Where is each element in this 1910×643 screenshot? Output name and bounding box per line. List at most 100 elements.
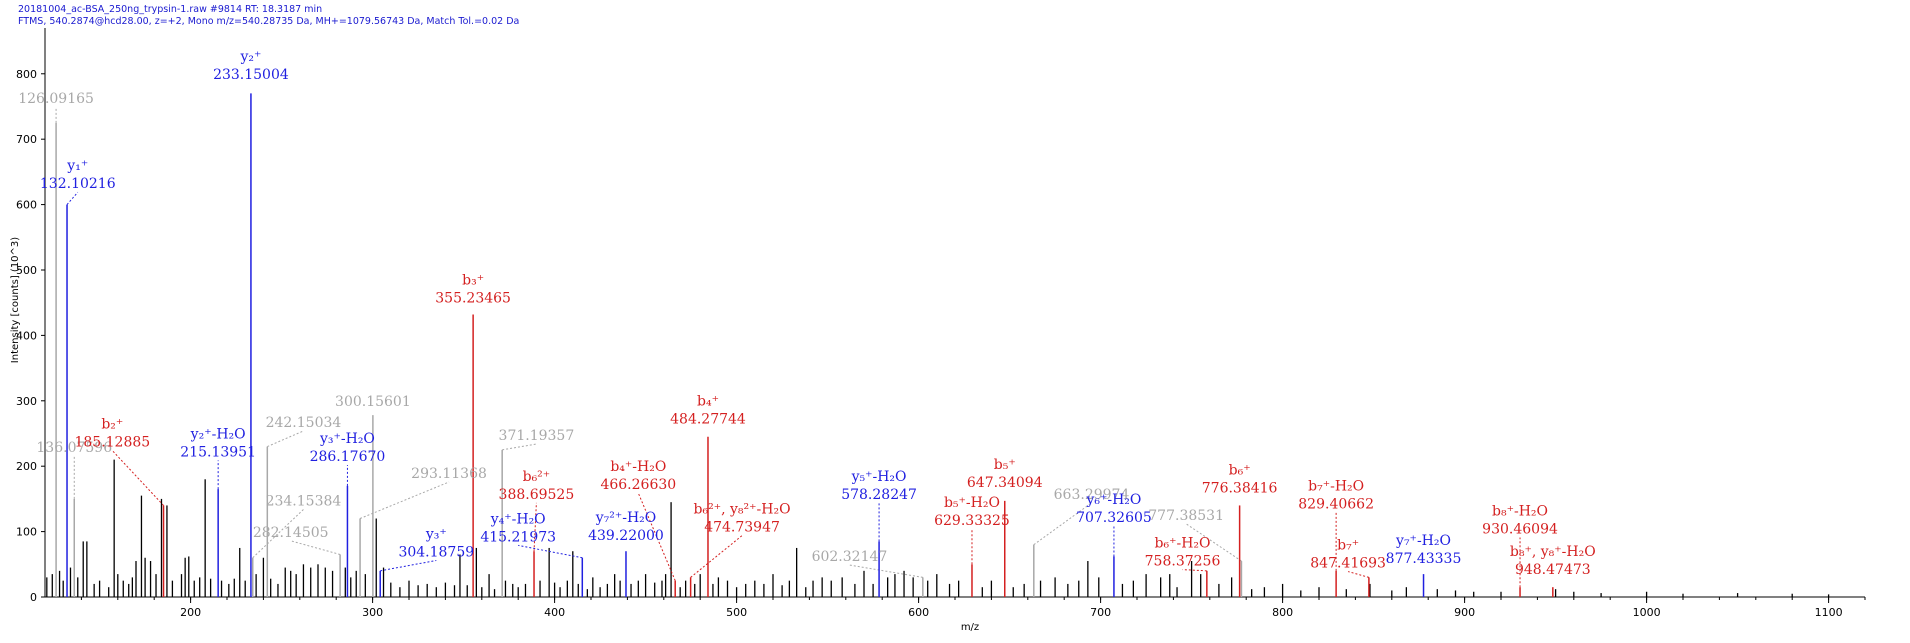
annotation-leader xyxy=(380,559,437,572)
ion-label: b₈⁺, y₈⁺-H₂O xyxy=(1510,544,1596,560)
mz-label: 355.23465 xyxy=(435,291,511,307)
ion-label: b₆²⁺ xyxy=(523,469,551,485)
mz-label: 707.32605 xyxy=(1076,510,1152,526)
x-tick-label: 500 xyxy=(726,606,747,619)
annotation-leader xyxy=(111,450,164,506)
y-tick-label: 600 xyxy=(16,199,37,212)
ion-label: b₇⁺-H₂O xyxy=(1308,479,1364,495)
annotation-leader xyxy=(690,535,743,578)
mz-label: 136.07596 xyxy=(36,440,112,456)
mz-label: 847.41693 xyxy=(1310,556,1386,572)
mz-label: 484.27744 xyxy=(670,412,746,428)
mz-label: 388.69525 xyxy=(499,487,575,503)
spectrum-file-info: 20181004_ac-BSA_250ng_trypsin-1.raw #981… xyxy=(18,4,323,15)
mz-label: 304.18759 xyxy=(398,544,474,560)
ion-label: b₄⁺ xyxy=(697,394,719,410)
mz-label: 663.29974 xyxy=(1054,487,1130,503)
annotation-leader xyxy=(290,540,341,555)
annotation-leader xyxy=(1182,569,1207,572)
mz-label: 233.15004 xyxy=(213,67,289,83)
x-tick-label: 600 xyxy=(908,606,929,619)
y-axis-label: Intensity [counts] (10^3) xyxy=(10,237,21,363)
x-tick-label: 700 xyxy=(1090,606,1111,619)
ion-label: b₃⁺ xyxy=(462,273,484,289)
mz-label: 293.11368 xyxy=(411,466,487,482)
mz-label: 647.34094 xyxy=(967,475,1043,491)
mz-label: 578.28247 xyxy=(841,487,917,503)
mz-label: 415.21973 xyxy=(480,529,556,545)
ion-label: y₁⁺ xyxy=(66,158,88,174)
y-tick-label: 700 xyxy=(16,133,37,146)
mz-label: 930.46094 xyxy=(1482,522,1558,538)
mz-label: 286.17670 xyxy=(310,449,386,465)
mz-label: 877.43335 xyxy=(1386,551,1462,567)
ion-label: b₄⁺-H₂O xyxy=(610,459,666,475)
x-tick-label: 300 xyxy=(362,606,383,619)
y-tick-label: 300 xyxy=(16,395,37,408)
x-tick-label: 1000 xyxy=(1633,606,1661,619)
mz-label: 242.15034 xyxy=(266,415,342,431)
x-tick-label: 400 xyxy=(544,606,565,619)
mz-label: 439.22000 xyxy=(588,528,664,544)
annotation-leader xyxy=(533,502,537,552)
mz-label: 474.73947 xyxy=(704,520,780,536)
x-tick-label: 1100 xyxy=(1815,606,1843,619)
ion-label: y₃⁺ xyxy=(425,526,447,542)
ion-label: b₅⁺ xyxy=(994,457,1016,473)
mz-label: 777.38531 xyxy=(1148,508,1224,524)
mz-label: 234.15384 xyxy=(266,493,342,509)
annotation-leader xyxy=(66,191,79,205)
mz-label: 132.10216 xyxy=(40,176,116,192)
annotation-leader xyxy=(1185,523,1242,562)
mz-label: 758.37256 xyxy=(1145,554,1221,570)
ion-label: y₆⁺-H₂O xyxy=(1085,492,1141,508)
x-tick-label: 900 xyxy=(1454,606,1475,619)
ion-label: y₇²⁺-H₂O xyxy=(595,510,657,526)
annotation-leader xyxy=(849,564,923,578)
ion-label: y₂⁺-H₂O xyxy=(190,426,246,442)
y-tick-label: 100 xyxy=(16,526,37,539)
mz-label: 602.32147 xyxy=(812,549,888,565)
mz-label: 282.14505 xyxy=(253,525,329,541)
ion-label: y₂⁺ xyxy=(239,49,261,65)
annotation-leaders xyxy=(55,107,1521,588)
mz-label: 948.47473 xyxy=(1515,562,1591,578)
ion-label: b₆⁺-H₂O xyxy=(1155,536,1211,552)
mz-label: 776.38416 xyxy=(1202,480,1278,496)
y-tick-label: 500 xyxy=(16,264,37,277)
spectrum-scan-info: FTMS, 540.2874@hcd28.00, z=+2, Mono m/z=… xyxy=(18,16,520,27)
annotation-leader xyxy=(502,443,537,451)
ion-label: b₆⁺ xyxy=(1229,462,1251,478)
mz-label: 371.19357 xyxy=(499,428,575,444)
annotation-leader xyxy=(518,544,583,559)
annotation-leader xyxy=(359,481,450,519)
annotation-leader xyxy=(1347,571,1370,578)
annotation-leader xyxy=(267,430,304,448)
mz-label: 185.12885 xyxy=(74,435,150,451)
mz-label: 629.33325 xyxy=(934,513,1010,529)
ion-label: y₇⁺-H₂O xyxy=(1395,533,1451,549)
annotated-peaks xyxy=(55,93,1554,597)
ion-label: y₃⁺-H₂O xyxy=(319,431,375,447)
ion-label: b₆²⁺, y₈²⁺-H₂O xyxy=(694,502,791,518)
mz-label: 215.13951 xyxy=(180,444,256,460)
ion-label: b₅⁺-H₂O xyxy=(944,495,1000,511)
y-tick-label: 0 xyxy=(30,591,37,604)
mz-label: 829.40662 xyxy=(1298,497,1374,513)
x-tick-label: 200 xyxy=(180,606,201,619)
x-tick-label: 800 xyxy=(1272,606,1293,619)
y-tick-label: 200 xyxy=(16,460,37,473)
unlabeled-peaks xyxy=(46,459,1830,597)
mz-label: 466.26630 xyxy=(600,477,676,493)
ion-label: b₇⁺ xyxy=(1337,538,1359,554)
ion-label: y₅⁺-H₂O xyxy=(851,469,907,485)
peak-annotations: 126.09165 y₁⁺ 132.10216 136.07596 b₂⁺ 185.128… xyxy=(18,49,1595,578)
y-tick-label: 800 xyxy=(16,68,37,81)
ion-label: b₂⁺ xyxy=(101,417,123,433)
y-tick-label: 400 xyxy=(16,329,37,342)
ion-label: b₈⁺-H₂O xyxy=(1492,504,1548,520)
x-axis-label: m/z xyxy=(961,622,979,633)
spectrum-header: 20181004_ac-BSA_250ng_trypsin-1.raw #981… xyxy=(18,4,519,28)
ion-label: y₄⁺-H₂O xyxy=(490,511,546,527)
